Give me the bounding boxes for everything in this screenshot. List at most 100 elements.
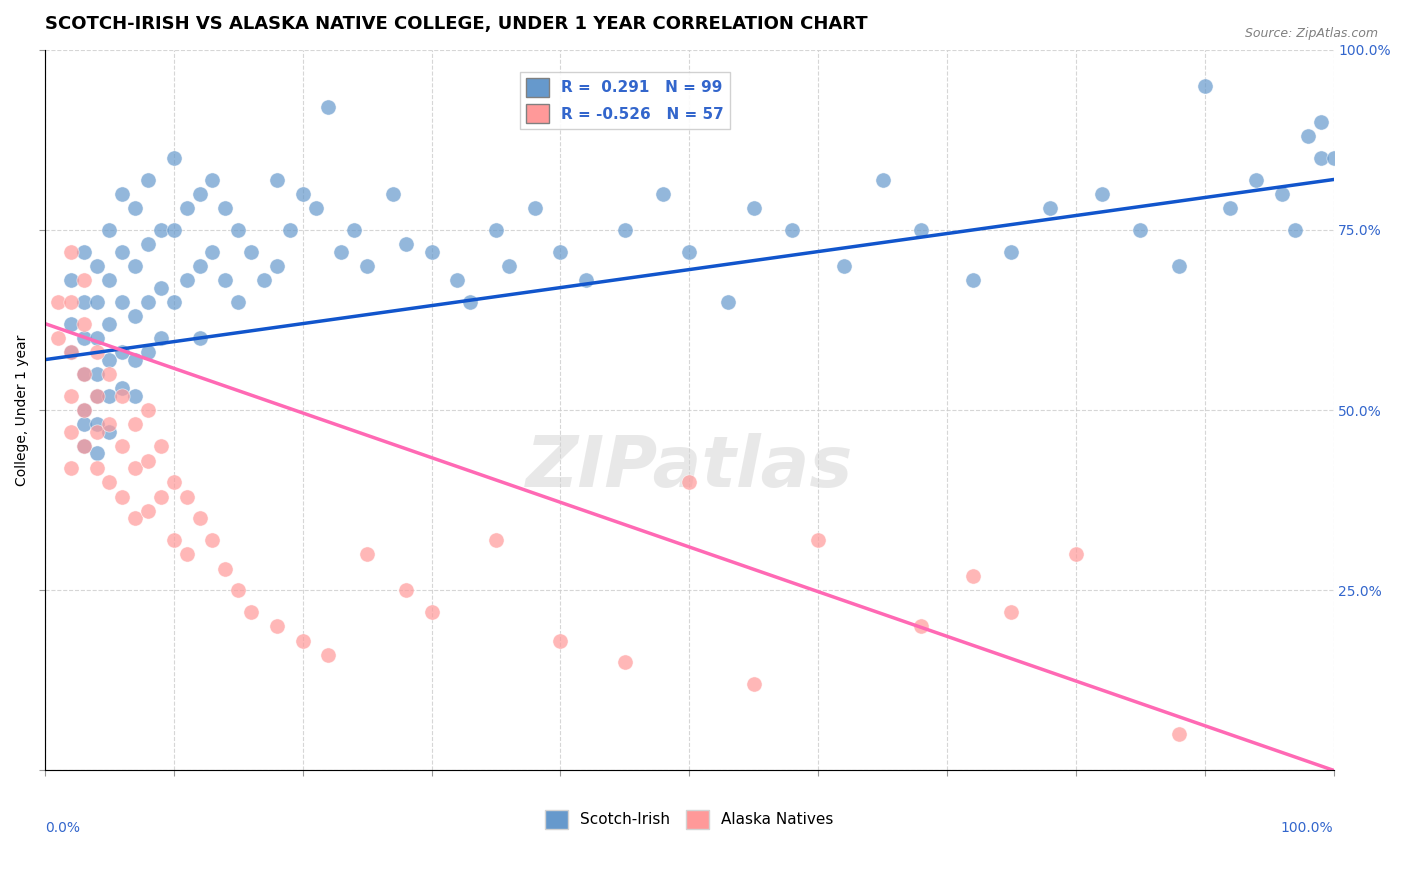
Point (124, 259, 146, 273)
Point (1000, 244, 1022, 259)
Point (149, 223, 172, 237)
Point (176, 273, 198, 287)
Point (72, 295, 94, 310)
Point (136, 237, 159, 252)
Point (1322, 151, 1344, 165)
Point (46, 295, 69, 310)
Point (124, 310, 146, 324)
Point (188, 186, 211, 201)
Point (613, 223, 636, 237)
Point (291, 633, 314, 648)
Point (86, 295, 108, 310)
Point (214, 273, 236, 287)
Point (149, 280, 172, 294)
Point (111, 345, 134, 359)
Point (910, 223, 932, 237)
Point (86, 389, 108, 403)
Point (86, 259, 108, 273)
Point (59, 244, 82, 259)
Point (1309, 151, 1331, 165)
Point (575, 273, 598, 287)
Point (832, 259, 855, 273)
Point (678, 475, 700, 490)
Text: SCOTCH-IRISH VS ALASKA NATIVE COLLEGE, UNDER 1 YEAR CORRELATION CHART: SCOTCH-IRISH VS ALASKA NATIVE COLLEGE, U… (45, 15, 868, 33)
Point (485, 533, 508, 547)
Point (136, 172, 159, 186)
Point (124, 417, 146, 432)
Point (149, 439, 172, 453)
Point (910, 619, 932, 633)
Point (962, 569, 984, 583)
Point (550, 633, 572, 648)
Point (652, 186, 675, 201)
Point (613, 655, 636, 669)
Point (1167, 259, 1189, 273)
Point (304, 202, 326, 216)
Point (1271, 186, 1294, 201)
Text: 100.0%: 100.0% (1281, 821, 1333, 835)
Point (86, 460, 108, 475)
Point (1129, 223, 1152, 237)
Point (356, 547, 378, 561)
Point (46, 331, 69, 345)
Point (136, 453, 159, 467)
Text: 0.0%: 0.0% (45, 821, 80, 835)
Point (72, 439, 94, 453)
Point (163, 533, 186, 547)
Point (149, 331, 172, 345)
Point (98, 317, 121, 331)
Point (498, 259, 520, 273)
Point (163, 151, 186, 165)
Point (266, 619, 288, 633)
Point (1039, 202, 1062, 216)
Point (214, 202, 236, 216)
Point (381, 186, 404, 201)
Point (420, 244, 443, 259)
Point (420, 605, 443, 619)
Point (201, 533, 224, 547)
Point (1194, 78, 1216, 93)
Point (872, 172, 894, 186)
Point (86, 331, 108, 345)
Point (1296, 129, 1319, 144)
Point (124, 352, 146, 367)
Point (72, 403, 94, 417)
Point (98, 367, 121, 381)
Point (717, 295, 740, 310)
Point (742, 202, 765, 216)
Point (72, 273, 94, 287)
Point (266, 172, 288, 186)
Point (59, 425, 82, 439)
Y-axis label: College, Under 1 year: College, Under 1 year (15, 334, 30, 486)
Point (176, 547, 198, 561)
Point (188, 511, 211, 525)
Point (446, 273, 468, 287)
Legend: Scotch-Irish, Alaska Natives: Scotch-Irish, Alaska Natives (538, 804, 839, 835)
Point (72, 403, 94, 417)
Point (72, 367, 94, 381)
Point (253, 273, 276, 287)
Point (111, 186, 134, 201)
Point (1309, 115, 1331, 129)
Point (59, 460, 82, 475)
Point (291, 186, 314, 201)
Point (111, 490, 134, 504)
Point (124, 511, 146, 525)
Point (59, 295, 82, 310)
Point (59, 273, 82, 287)
Point (278, 223, 301, 237)
Text: Source: ZipAtlas.com: Source: ZipAtlas.com (1244, 27, 1378, 40)
Point (395, 583, 418, 598)
Point (550, 244, 572, 259)
Point (176, 490, 198, 504)
Point (782, 223, 804, 237)
Point (59, 345, 82, 359)
Point (86, 417, 108, 432)
Point (86, 425, 108, 439)
Point (226, 295, 249, 310)
Point (1219, 202, 1241, 216)
Point (149, 490, 172, 504)
Point (59, 317, 82, 331)
Point (124, 202, 146, 216)
Point (1284, 223, 1306, 237)
